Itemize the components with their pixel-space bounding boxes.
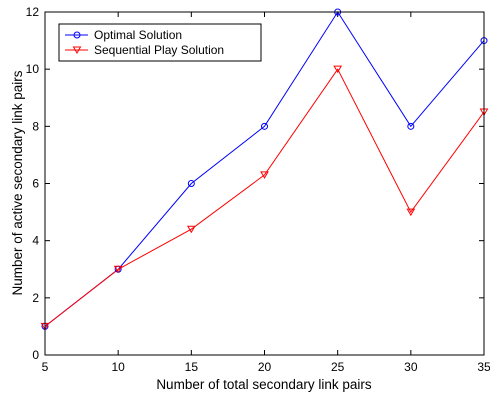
legend-label-sequential: Sequential Play Solution [94,43,224,57]
y-tick-label: 12 [26,5,40,19]
data-point [406,208,416,217]
x-ticks: 5 10 15 20 25 30 35 [42,12,490,374]
x-tick-label: 35 [477,360,490,374]
x-tick-label: 25 [331,360,345,374]
y-tick-label: 4 [32,234,39,248]
x-tick-label: 5 [42,360,49,374]
y-tick-label: 10 [26,62,40,76]
plot-frame [44,11,485,356]
y-tick-label: 6 [32,177,39,191]
series-layer [40,8,489,331]
x-tick-label: 15 [185,360,199,374]
data-point [260,171,269,179]
x-axis-title: Number of total secondary link pairs [156,377,372,392]
y-axis-title: Number of active secondary link pairs [10,70,25,295]
data-point [333,65,343,74]
legend-marker-sequential [72,46,82,54]
data-point [407,122,415,130]
series-line-1 [44,68,485,327]
x-tick-label: 10 [111,360,125,374]
legend-label-optimal: Optimal Solution [94,28,182,42]
y-tick-label: 0 [32,348,39,362]
y-ticks: 0 2 4 6 8 10 12 [26,5,484,362]
legend-marker-optimal [73,31,81,39]
y-tick-label: 8 [32,119,39,133]
x-tick-label: 30 [404,360,418,374]
y-tick-label: 2 [32,291,39,305]
x-tick-label: 20 [258,360,272,374]
plot-area [45,12,484,355]
data-point [186,225,196,234]
legend-box [58,23,262,62]
data-point [113,265,123,274]
legend: Optimal Solution Sequential Play Solutio… [58,23,262,62]
data-point [261,122,268,130]
data-point [187,180,195,187]
